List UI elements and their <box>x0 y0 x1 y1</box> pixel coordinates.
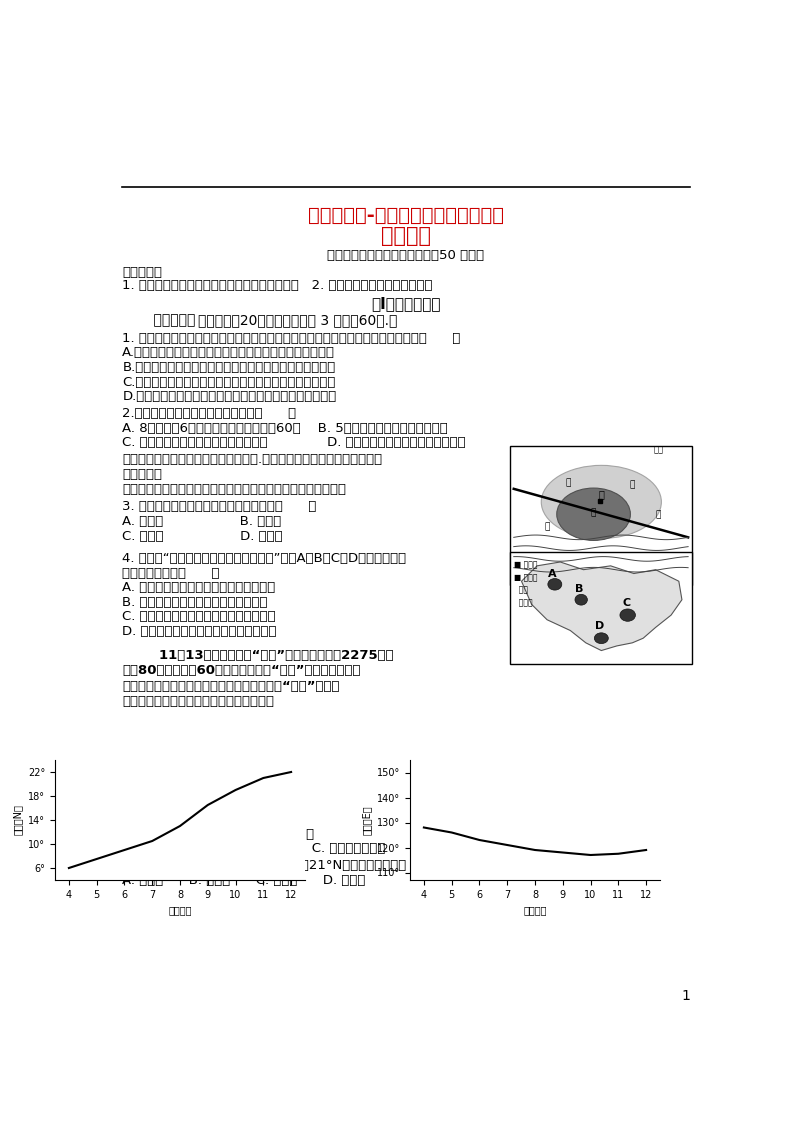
Text: 乙: 乙 <box>630 480 635 489</box>
Text: 5. “海燕”在我国登陆后移动方向大致为（      ）: 5. “海燕”在我国登陆后移动方向大致为（ ） <box>122 828 315 840</box>
Text: 丁: 丁 <box>544 523 550 532</box>
Text: 川坡: 川坡 <box>653 445 664 454</box>
Text: 丙: 丙 <box>591 508 596 517</box>
Ellipse shape <box>620 609 635 622</box>
Text: B. 飞蜨；水稻鼓虫；小麦锈病；松毛虫: B. 飞蜨；水稻鼓虫；小麦锈病；松毛虫 <box>122 596 268 609</box>
Text: 2.。下列有关地震的说法，正确的是（      ）: 2.。下列有关地震的说法，正确的是（ ） <box>122 407 297 421</box>
Text: D.经济落后但防抗灾能力弱的地区，自然灾害的危害程度低: D.经济落后但防抗灾能力弱的地区，自然灾害的危害程度低 <box>122 390 336 403</box>
Text: 后，也给我国南方多地带来了大到暴雨。图为“海燕”中心位: 后，也给我国南方多地带来了大到暴雨。图为“海燕”中心位 <box>122 680 340 692</box>
Ellipse shape <box>548 579 561 590</box>
Text: 1: 1 <box>681 990 691 1003</box>
Ellipse shape <box>575 595 588 605</box>
FancyBboxPatch shape <box>510 552 692 663</box>
Text: 1. 在灾害强度相同情况下，自然灾害的危害程度存在地域差异，以下说法正确的是（      ）: 1. 在灾害强度相同情况下，自然灾害的危害程度存在地域差异，以下说法正确的是（ … <box>122 332 461 344</box>
Y-axis label: 纬度（N）: 纬度（N） <box>13 804 22 836</box>
Text: 下图所示城市在出现了严重的城市内涝.城市内涝是由于强降水或连续性降: 下图所示城市在出现了严重的城市内涝.城市内涝是由于强降水或连续性降 <box>122 453 382 467</box>
Text: 戊: 戊 <box>656 511 661 519</box>
Text: C: C <box>622 598 630 608</box>
Text: C. 岩石发生断裂释放震波的地方叫震中              D. 一次地震造成的破坏程度是一样的: C. 岩石发生断裂释放震波的地方叫震中 D. 一次地震造成的破坏程度是一样的 <box>122 436 466 450</box>
Text: 生物灾害依次是（      ）: 生物灾害依次是（ ） <box>122 567 220 580</box>
Text: 4. 读下图“中国部分生物灾害局部分布图”图中A、B、C、D区域所代表的: 4. 读下图“中国部分生物灾害局部分布图”图中A、B、C、D区域所代表的 <box>122 552 407 565</box>
Ellipse shape <box>594 633 608 644</box>
Ellipse shape <box>557 488 630 541</box>
Text: 亡，80人失踪，约60万人无家可归。“海燕”在我国沿海登陆: 亡，80人失踪，约60万人无家可归。“海燕”在我国沿海登陆 <box>122 664 361 678</box>
Text: D: D <box>596 620 604 631</box>
Ellipse shape <box>542 466 661 539</box>
Text: （本大题內20个小题，每小题 3 分，內60分.）: （本大题內20个小题，每小题 3 分，內60分.） <box>198 313 398 328</box>
Text: C. 棉酶虫；松毛虫；小麦锈病；水稻鼓虫: C. 棉酶虫；松毛虫；小麦锈病；水稻鼓虫 <box>122 610 276 624</box>
Text: 考试范围：选修五；考试时间：50 分钟；: 考试范围：选修五；考试时间：50 分钟； <box>328 249 485 261</box>
Text: B: B <box>576 585 584 594</box>
Text: 甲: 甲 <box>565 478 571 487</box>
Y-axis label: 经度（E）: 经度（E） <box>362 806 371 835</box>
Text: 1. 答题前填写好自己的姓名、班级、考号等信息   2. 请将答案正确填写在答题卡上: 1. 答题前填写好自己的姓名、班级、考号等信息 2. 请将答案正确填写在答题卡上 <box>122 279 433 293</box>
X-axis label: （日期）: （日期） <box>168 905 192 916</box>
Text: 注意事项：: 注意事项： <box>122 266 163 278</box>
Text: A: A <box>548 569 557 579</box>
Polygon shape <box>522 562 682 651</box>
X-axis label: （日期）: （日期） <box>523 905 546 916</box>
Text: 置移动经纬度示意图。读图完成下列各题。: 置移动经纬度示意图。读图完成下列各题。 <box>122 696 274 708</box>
Text: 第Ⅰ卷（选择题）: 第Ⅰ卷（选择题） <box>371 296 441 311</box>
Text: A. 由正西转向西北      B. 由东南向西北      C. 由西北转向东北      D. 由西南向东北: A. 由正西转向西北 B. 由东南向西北 C. 由西北转向东北 D. 由西南向东… <box>122 843 477 855</box>
Text: A.经济发达但防抗灾能力强的地区，自然灾害的危害程度高: A.经济发达但防抗灾能力强的地区，自然灾害的危害程度高 <box>122 347 335 359</box>
Text: C.经济落后但防抗灾能力强的地区，自然灾害的危害程度低: C.经济落后但防抗灾能力强的地区，自然灾害的危害程度低 <box>122 376 335 388</box>
Text: A. 8级地震比6级地震释放的能量约增加60倍    B. 5级以上的地震称为破坏性地震: A. 8级地震比6级地震释放的能量约增加60倍 B. 5级以上的地震称为破坏性地… <box>122 422 448 435</box>
Text: 天水市三中-学高二级第二学期月考卷: 天水市三中-学高二级第二学期月考卷 <box>308 205 504 224</box>
Text: 一、选择题: 一、选择题 <box>134 313 195 328</box>
Text: 11月13日，超强台风“海燕”在菲律宾已造成2275人死: 11月13日，超强台风“海燕”在菲律宾已造成2275人死 <box>122 649 394 662</box>
Text: C. 乙、丁                  D. 甲、丙: C. 乙、丁 D. 甲、丙 <box>122 530 283 543</box>
Text: A. 东南风      B. 西北风      C. 西南风      D. 东北风: A. 东南风 B. 西北风 C. 西南风 D. 东北风 <box>122 874 366 886</box>
Text: 6. 11月11日，我国广西北海市（109°E，21°N）的风向主要为（      ）: 6. 11月11日，我国广西北海市（109°E，21°N）的风向主要为（ ） <box>122 859 440 872</box>
Text: D. 松毛虫；小麦锈病；水稻鼓虫；棉酶虫: D. 松毛虫；小麦锈病；水稻鼓虫；棉酶虫 <box>122 625 277 638</box>
Text: ■ 老城区
■ 新城区
  地势
  等高线: ■ 老城区 ■ 新城区 地势 等高线 <box>514 561 537 607</box>
Text: 排水能力致使城市内产生积水灾害的现象。读图回答下列问题。: 排水能力致使城市内产生积水灾害的现象。读图回答下列问题。 <box>122 482 347 496</box>
FancyBboxPatch shape <box>510 447 692 585</box>
Text: 水超过城市: 水超过城市 <box>122 468 163 481</box>
Text: 内: 内 <box>599 489 604 499</box>
Text: B.经济发达但防抗灾能力弱的地区，自然灾害的危害程度低: B.经济发达但防抗灾能力弱的地区，自然灾害的危害程度低 <box>122 361 335 374</box>
Text: 3. 该城市出现内涝的地点有两处，它们是（      ）: 3. 该城市出现内涝的地点有两处，它们是（ ） <box>122 499 316 513</box>
Text: 地理试题: 地理试题 <box>381 226 431 246</box>
Text: A. 甲、乙                  B. 丙、戊: A. 甲、乙 B. 丙、戊 <box>122 515 282 528</box>
Text: A. 棉酶虫；小麦锈病；水稻鼓虫；松毛虫: A. 棉酶虫；小麦锈病；水稻鼓虫；松毛虫 <box>122 581 276 595</box>
